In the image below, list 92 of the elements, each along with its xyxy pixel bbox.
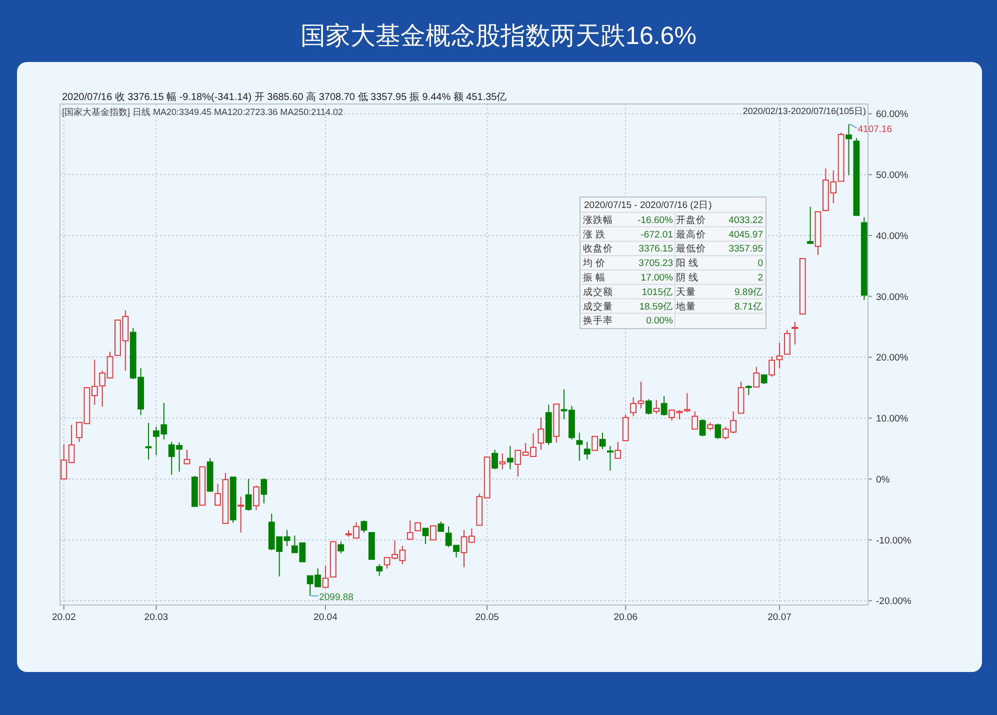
annotation: 开盘价 — [676, 214, 706, 226]
candlestick — [692, 410, 698, 430]
x-tick-label: 20.06 — [614, 612, 638, 623]
annotation: 换手率 — [583, 314, 613, 327]
annotation: 2 — [758, 272, 763, 284]
candlestick — [614, 441, 622, 459]
annotation: 均 价 — [582, 257, 606, 270]
annotation: 阳 线 — [676, 257, 699, 270]
annotation: 涨 跌 — [583, 228, 606, 240]
candlestick — [376, 564, 383, 576]
candlestick — [807, 206, 814, 244]
x-tick-label: 20.04 — [314, 612, 338, 623]
y-tick-label: -10.00% — [876, 535, 912, 546]
candlestick — [576, 432, 583, 462]
candlestick — [506, 446, 514, 470]
candlestick — [753, 366, 760, 388]
annotation: 0 — [758, 258, 763, 270]
annotation: 2020/02/13-2020/07/16(105日) — [742, 106, 866, 116]
candlestick — [760, 374, 768, 385]
candlestick — [768, 356, 776, 378]
candlestick — [492, 449, 498, 470]
annotation: 最低价 — [676, 242, 706, 255]
x-tick-label: 20.05 — [475, 612, 499, 623]
annotation: 阴 线 — [676, 272, 699, 284]
x-tick-label: 20.07 — [768, 612, 792, 623]
annotation: 最高价 — [676, 228, 706, 240]
candlestick — [660, 396, 668, 416]
candlestick — [253, 485, 260, 511]
annotation: 天量 — [676, 286, 696, 298]
annotation: 涨跌幅 — [583, 214, 613, 226]
candlestick — [599, 432, 606, 450]
candlestick — [607, 446, 614, 471]
candlestick — [746, 384, 752, 396]
candlestick — [499, 452, 506, 470]
annotation: 9.89亿 — [734, 286, 763, 298]
candlestick — [653, 399, 660, 414]
annotation: -16.60% — [638, 214, 674, 226]
annotation: 地量 — [675, 300, 696, 312]
candlestick — [584, 441, 590, 460]
candlestick — [438, 521, 444, 532]
annotation: 18.59亿 — [639, 301, 673, 312]
annotation: 1015亿 — [642, 286, 673, 298]
candlestick — [260, 478, 268, 504]
y-tick-label: 20.00% — [876, 352, 909, 364]
annotation: 振 幅 — [583, 272, 606, 284]
annotation: -672.01 — [640, 229, 673, 240]
chart-title: 国家大基金概念股指数两天跌16.6% — [300, 22, 696, 50]
y-tick-label: -20.00% — [876, 596, 912, 608]
annotation: 成交额 — [583, 286, 613, 298]
candlestick — [422, 528, 429, 545]
y-tick-label: 10.00% — [876, 414, 909, 425]
annotation: 3705.23 — [638, 258, 673, 270]
annotation: 8.71亿 — [734, 301, 763, 312]
candlestick — [245, 478, 252, 512]
candlestick — [792, 321, 798, 345]
annotation: 3376.15 — [638, 244, 673, 255]
y-tick-label: 40.00% — [876, 230, 909, 242]
y-tick-label: 30.00% — [876, 292, 909, 303]
candlestick — [338, 541, 344, 554]
candlestick — [776, 342, 783, 369]
y-tick-label: 60.00% — [876, 109, 909, 120]
x-tick-label: 20.02 — [52, 612, 76, 623]
candlestick — [406, 520, 414, 540]
candlestick — [145, 422, 152, 460]
annotation: 4107.16 — [858, 124, 892, 136]
candlestick — [622, 414, 629, 442]
annotation: 收盘价 — [583, 242, 613, 255]
y-tick-label: 0% — [876, 474, 890, 486]
annotation: 4033.22 — [728, 214, 763, 226]
candlestick — [699, 418, 706, 437]
annotation: 成交量 — [583, 300, 613, 312]
annotation: 4045.97 — [728, 229, 763, 240]
annotation: 2020/07/15 - 2020/07/16 (2日) — [584, 200, 712, 211]
candlestick — [238, 496, 244, 534]
x-tick-label: 20.03 — [144, 612, 168, 623]
y-tick-label: 50.00% — [876, 170, 909, 182]
candlestick — [846, 124, 852, 176]
annotation: 17.00% — [640, 272, 674, 284]
candlestick — [322, 566, 329, 588]
annotation: 2099.88 — [319, 592, 354, 603]
candlestick — [360, 520, 368, 534]
candlestick — [645, 398, 652, 415]
candlestick — [784, 329, 790, 355]
candlestick — [592, 436, 598, 451]
candlestick — [430, 525, 436, 540]
annotation: [国家大基金指数] 日线 MA20:3349.45 MA120:2723.36 MA250:2114.02 — [62, 107, 343, 117]
candlestick — [538, 417, 544, 450]
annotation: 0.00% — [646, 316, 674, 327]
text: 2020/07/16 收 3376.15 幅 -9.18%(-341.14) 开 3685.60 高 3708.70 低 3357.95 振 9.44% 额 451.35亿 — [62, 91, 507, 103]
candlestick — [714, 423, 722, 440]
annotation: 3357.95 — [728, 244, 763, 255]
candlestick — [184, 449, 190, 465]
